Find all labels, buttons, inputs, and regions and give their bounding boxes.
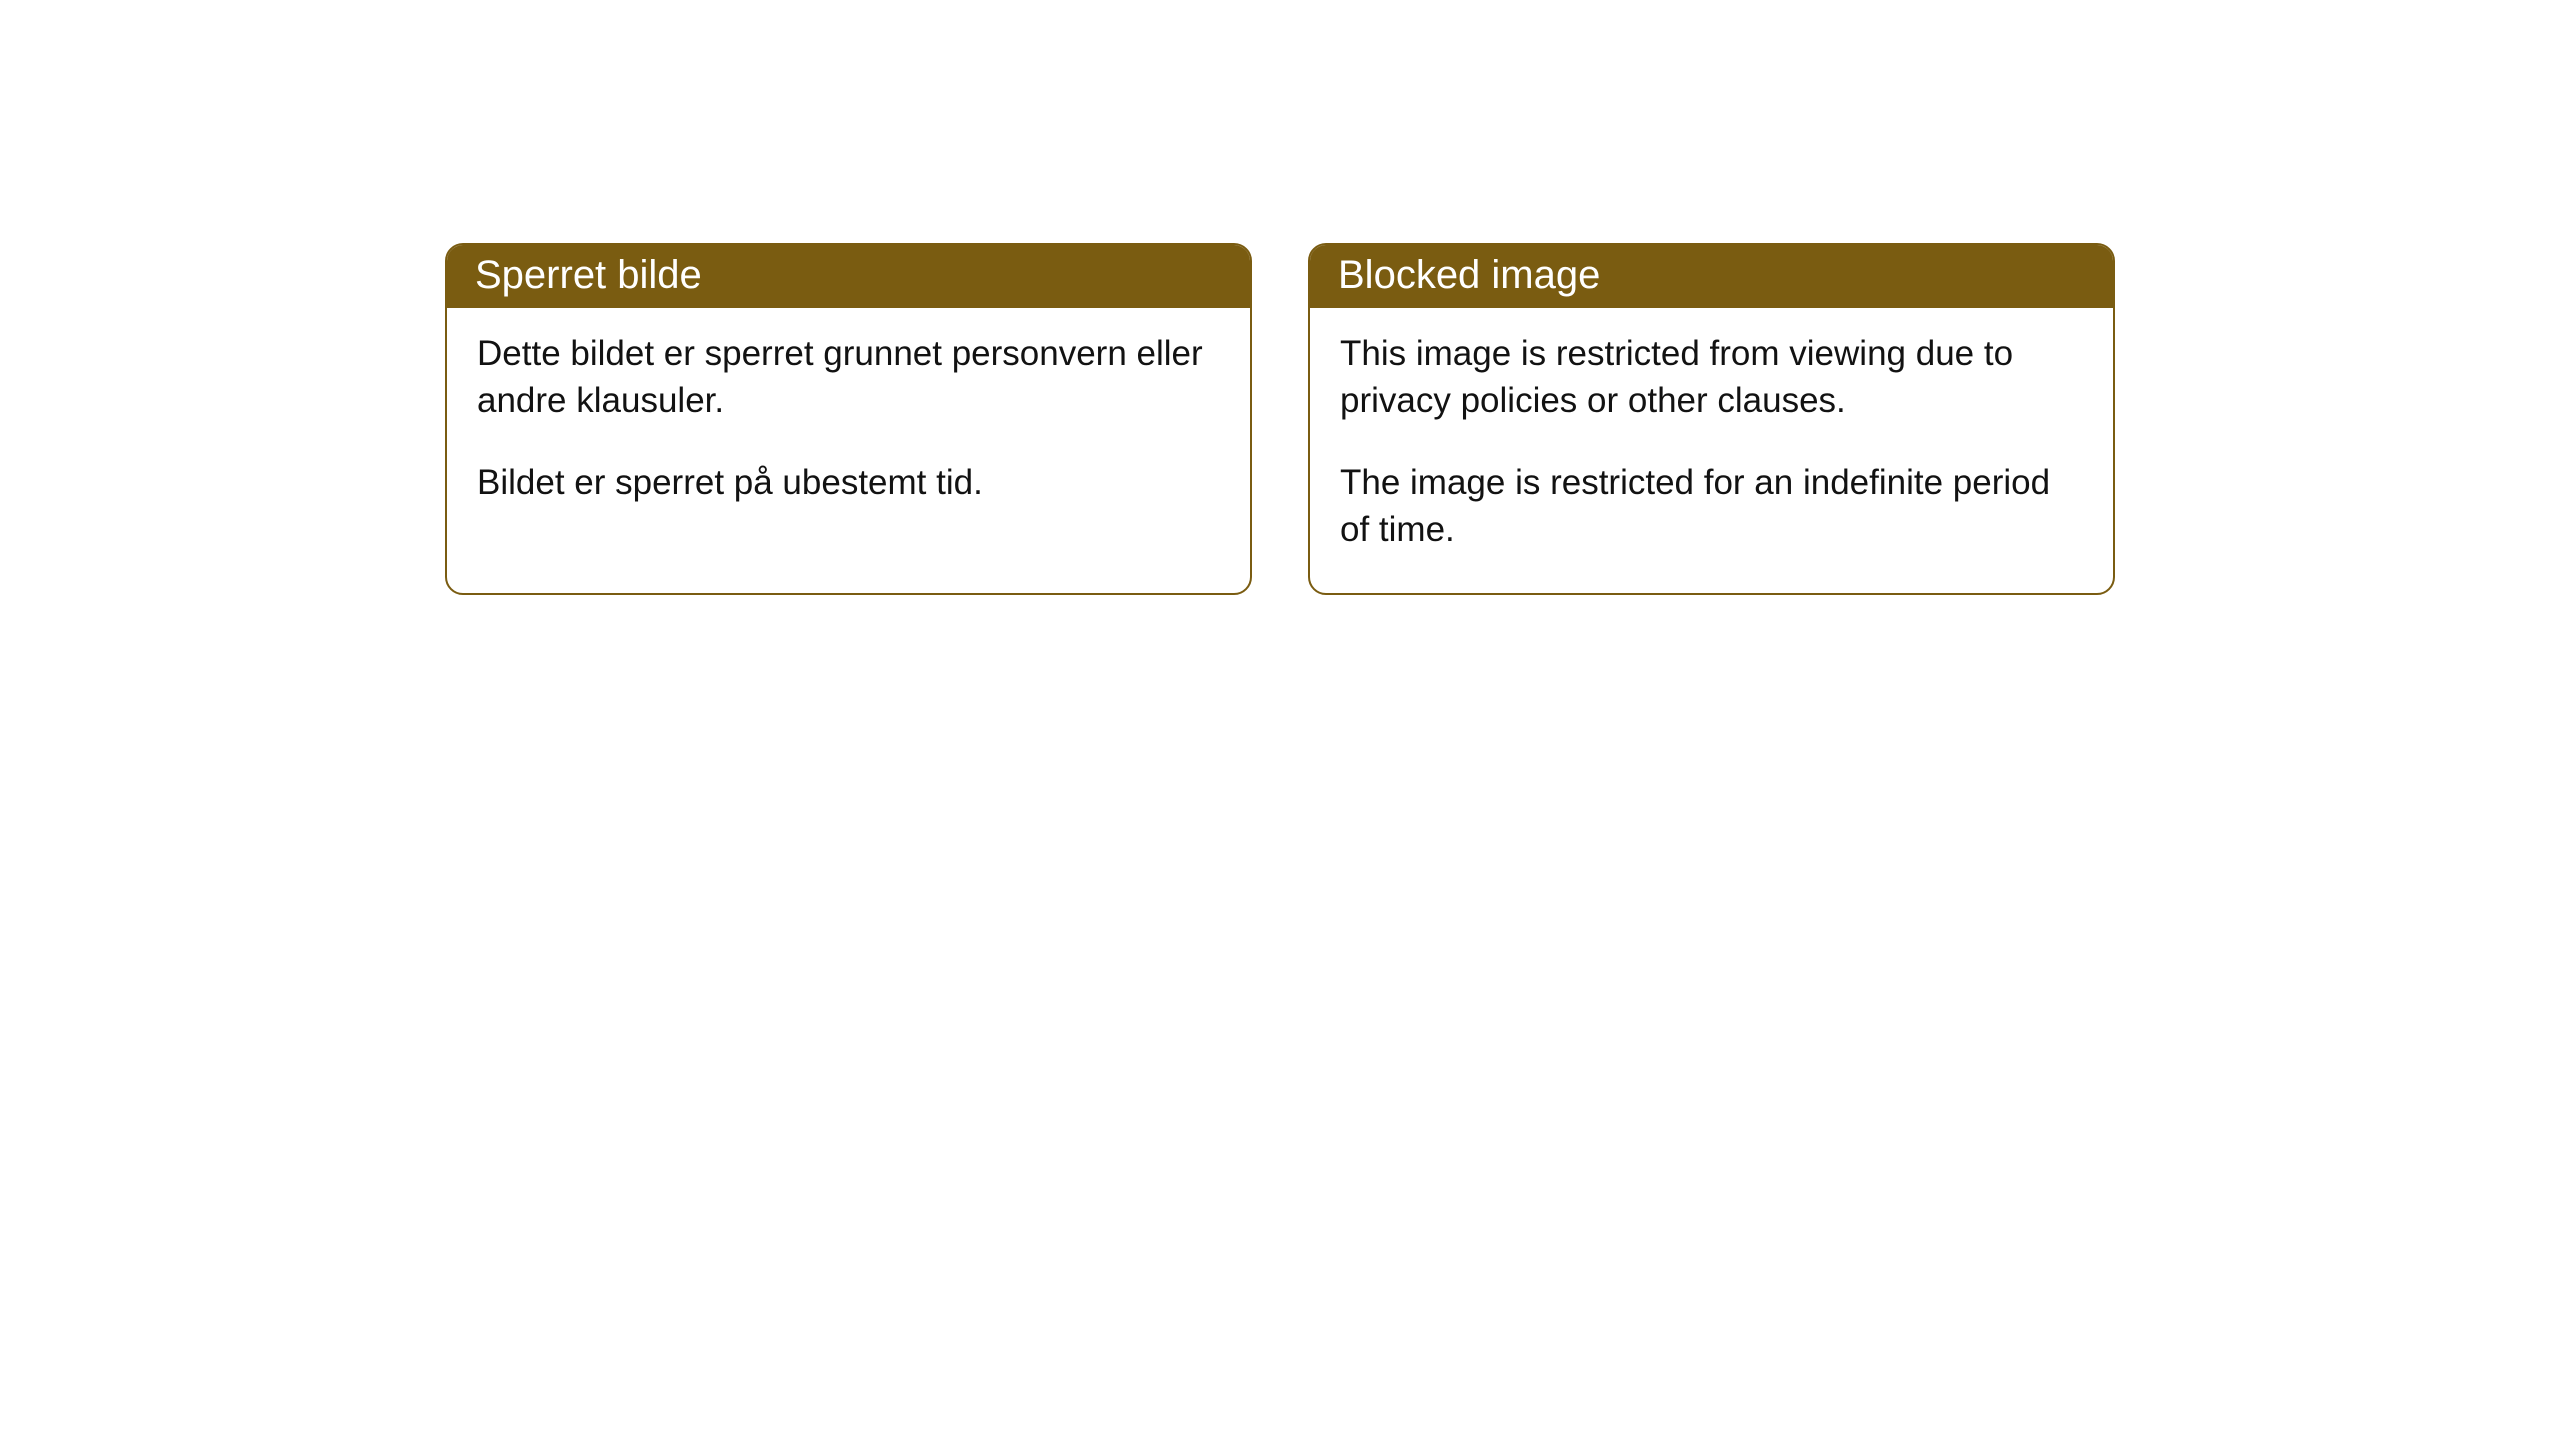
notice-card-english: Blocked image This image is restricted f… (1308, 243, 2115, 595)
card-title: Blocked image (1338, 253, 1600, 297)
notice-card-norwegian: Sperret bilde Dette bildet er sperret gr… (445, 243, 1252, 595)
card-header: Blocked image (1310, 245, 2113, 308)
card-paragraph: Bildet er sperret på ubestemt tid. (477, 459, 1220, 506)
card-paragraph: The image is restricted for an indefinit… (1340, 459, 2083, 554)
card-paragraph: This image is restricted from viewing du… (1340, 330, 2083, 425)
card-body: This image is restricted from viewing du… (1310, 308, 2113, 593)
card-body: Dette bildet er sperret grunnet personve… (447, 308, 1250, 546)
card-header: Sperret bilde (447, 245, 1250, 308)
card-title: Sperret bilde (475, 253, 702, 297)
notice-container: Sperret bilde Dette bildet er sperret gr… (0, 243, 2560, 595)
card-paragraph: Dette bildet er sperret grunnet personve… (477, 330, 1220, 425)
